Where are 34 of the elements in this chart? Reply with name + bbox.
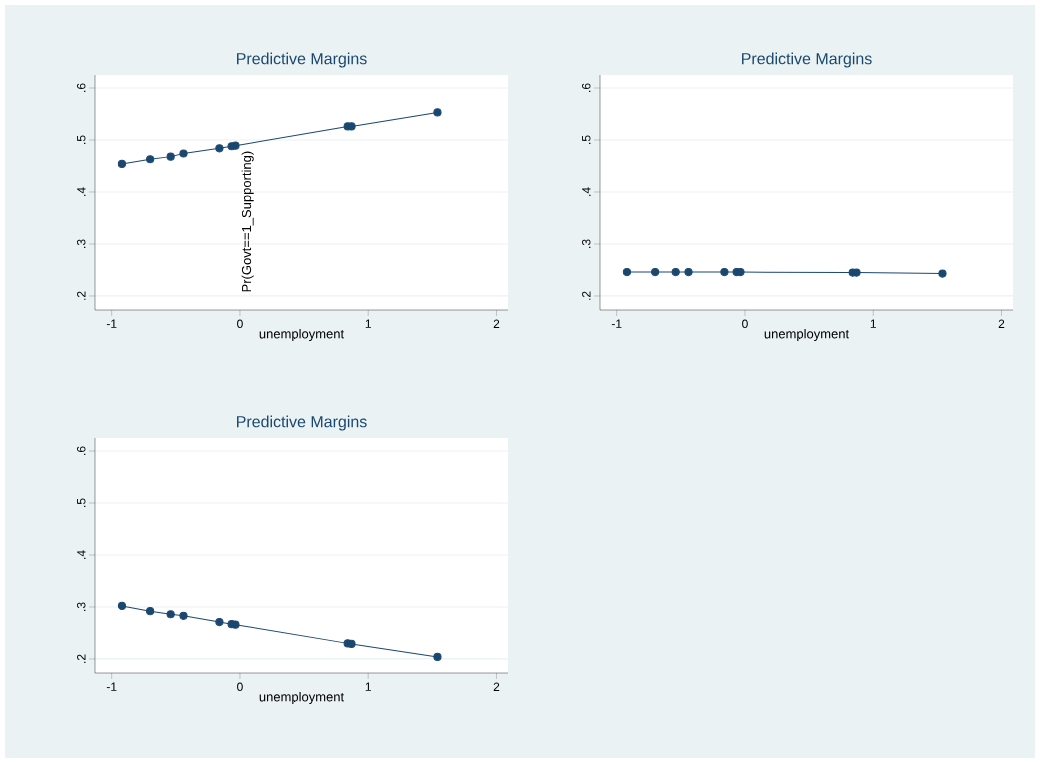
y-tick-label: .4 [77, 550, 86, 559]
y-tick-label: .2 [582, 291, 591, 300]
y-tick-label: .2 [77, 291, 86, 300]
y-tick-label: .6 [76, 446, 86, 455]
y-tick-label: .5 [77, 135, 86, 144]
chart-title: Predictive Margins [237, 415, 367, 431]
y-tick-label: .6 [76, 83, 86, 92]
x-tick-label: 2 [998, 319, 1005, 328]
y-tick-label: .2 [77, 654, 86, 663]
y-axis-title: Pr(Govt==1_Supporting) [241, 151, 254, 292]
x-tick-label: 0 [237, 319, 243, 329]
y-tick-label: .5 [77, 498, 86, 507]
x-tick-label: 1 [870, 319, 876, 328]
x-tick-label: -1 [106, 682, 117, 691]
x-axis-title: unemployment [259, 328, 345, 342]
x-tick-label: 1 [365, 319, 371, 328]
y-tick-label: .3 [581, 239, 591, 248]
x-axis-title: unemployment [764, 328, 850, 342]
x-tick-label: 2 [493, 682, 500, 691]
y-tick-label: .4 [77, 187, 86, 196]
x-tick-label: 1 [365, 682, 371, 691]
x-tick-label: 0 [742, 319, 748, 329]
y-tick-label: .5 [582, 135, 591, 144]
x-tick-label: -1 [106, 319, 117, 328]
y-tick-label: .6 [581, 83, 591, 92]
chart-title: Predictive Margins [742, 52, 872, 68]
y-tick-label: .3 [76, 239, 86, 248]
x-tick-label: -1 [611, 319, 622, 328]
y-tick-label: .4 [582, 187, 591, 196]
x-axis-title: unemployment [259, 691, 345, 705]
x-tick-label: 0 [237, 682, 243, 692]
x-tick-label: 2 [493, 319, 500, 328]
y-tick-label: .3 [76, 602, 86, 611]
chart-title: Predictive Margins [237, 52, 367, 68]
